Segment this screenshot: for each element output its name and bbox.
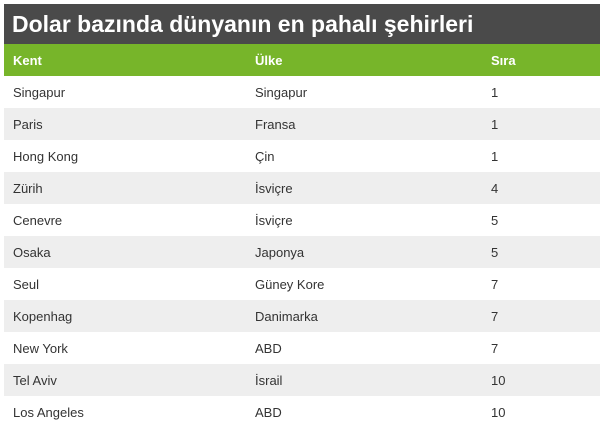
table-row: Hong Kong Çin 1 [4, 140, 600, 172]
table-row: Paris Fransa 1 [4, 108, 600, 140]
cell-city: New York [13, 340, 68, 356]
cell-rank: 1 [491, 84, 499, 100]
cell-rank: 10 [491, 404, 506, 420]
cell-country: Singapur [255, 84, 308, 100]
cell-country: İsviçre [255, 212, 293, 228]
cell-city: Osaka [13, 244, 51, 260]
cell-country: ABD [255, 340, 282, 356]
cell-country: İsrail [255, 372, 283, 388]
cell-city: Zürih [13, 180, 43, 196]
table-row: Los Angeles ABD 10 [4, 396, 600, 428]
cell-rank: 4 [491, 180, 499, 196]
table-row: Cenevre İsviçre 5 [4, 204, 600, 236]
table-row: Kopenhag Danimarka 7 [4, 300, 600, 332]
table-row: Zürih İsviçre 4 [4, 172, 600, 204]
cell-country: Çin [255, 148, 275, 164]
cities-table-card: Dolar bazında dünyanın en pahalı şehirle… [4, 0, 600, 428]
table-row: Seul Güney Kore 7 [4, 268, 600, 300]
cell-city: Cenevre [13, 212, 63, 228]
cell-city: Kopenhag [13, 308, 73, 324]
cell-city: Tel Aviv [13, 372, 57, 388]
cell-rank: 1 [491, 116, 499, 132]
cell-city: Hong Kong [13, 148, 79, 164]
table-header: Kent Ülke Sıra [4, 44, 600, 76]
cell-country: Japonya [255, 244, 305, 260]
table-row: Tel Aviv İsrail 10 [4, 364, 600, 396]
table-row: Osaka Japonya 5 [4, 236, 600, 268]
header-row: Kent Ülke Sıra [4, 44, 600, 76]
column-header-city: Kent [13, 52, 42, 68]
column-header-rank: Sıra [491, 52, 516, 68]
cell-rank: 10 [491, 372, 506, 388]
cell-country: Danimarka [255, 308, 318, 324]
table-body: Singapur Singapur 1 Paris Fransa 1 Hong … [4, 76, 600, 428]
table-title: Dolar bazında dünyanın en pahalı şehirle… [4, 4, 600, 44]
cell-country: İsviçre [255, 180, 293, 196]
cell-city: Los Angeles [13, 404, 84, 420]
cell-rank: 7 [491, 308, 499, 324]
cell-rank: 5 [491, 212, 499, 228]
cell-country: ABD [255, 404, 282, 420]
cell-city: Seul [13, 276, 40, 292]
table-row: New York ABD 7 [4, 332, 600, 364]
cell-rank: 7 [491, 276, 499, 292]
column-header-country: Ülke [255, 52, 283, 68]
cell-rank: 1 [491, 148, 499, 164]
cities-table: Kent Ülke Sıra Singapur Singapur 1 Paris… [4, 44, 600, 428]
cell-country: Fransa [255, 116, 296, 132]
cell-city: Singapur [13, 84, 66, 100]
cell-city: Paris [13, 116, 43, 132]
table-row: Singapur Singapur 1 [4, 76, 600, 108]
cell-country: Güney Kore [255, 276, 325, 292]
cell-rank: 7 [491, 340, 499, 356]
cell-rank: 5 [491, 244, 499, 260]
